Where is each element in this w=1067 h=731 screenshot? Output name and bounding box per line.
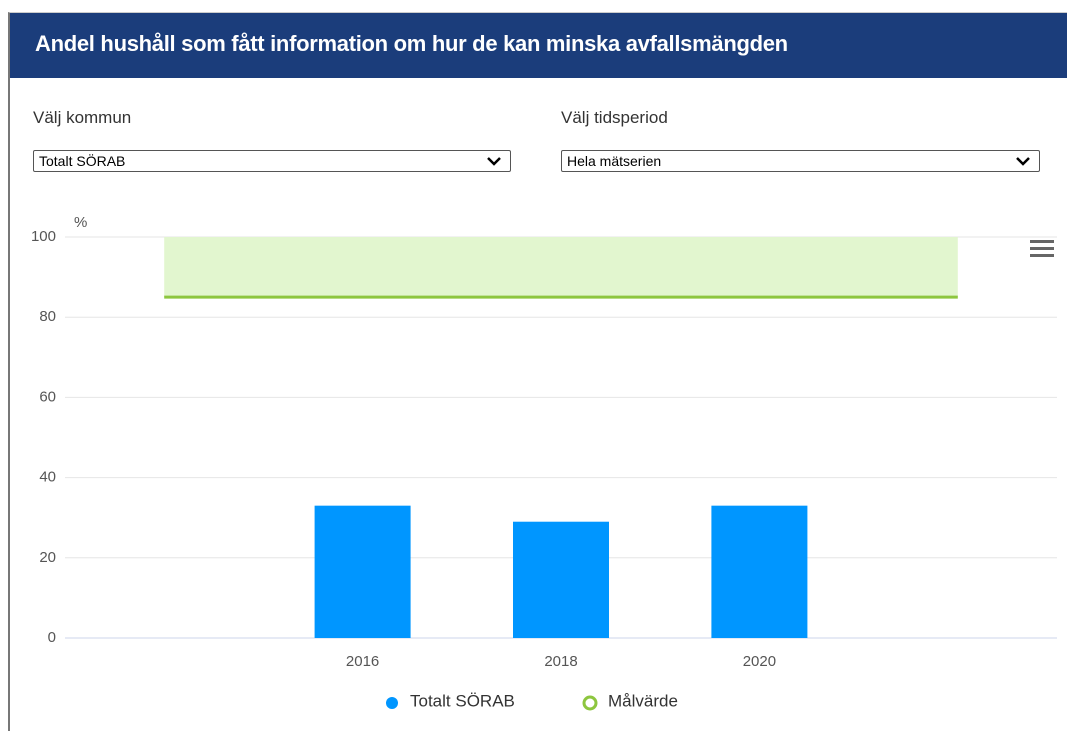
y-tick-label: 60	[39, 388, 56, 405]
dropdown[interactable]: Hela mätserien	[561, 150, 1040, 172]
y-tick-label: 100	[31, 228, 56, 245]
header: Andel hushåll som fått information om hu…	[10, 13, 1067, 78]
y-tick-label: 0	[48, 629, 56, 646]
legend-marker	[582, 695, 598, 711]
legend-marker	[386, 697, 398, 709]
x-tick-label: 2020	[743, 653, 776, 670]
bar	[711, 505, 808, 638]
y-tick-label: 80	[39, 308, 56, 325]
control-label: Välj tidsperiod	[561, 108, 668, 127]
dropdown-value: Hela mätserien	[567, 153, 662, 169]
x-tick-label: 2016	[346, 653, 379, 670]
control-label: Välj kommun	[33, 108, 132, 127]
y-axis-unit: %	[74, 214, 87, 231]
dropdown-value: Totalt SÖRAB	[39, 153, 126, 169]
chevron	[1016, 157, 1030, 166]
legend-label: Målvärde	[608, 691, 678, 710]
card-frame	[8, 12, 1067, 731]
y-tick-label: 20	[39, 549, 56, 566]
chevron	[487, 157, 501, 166]
legend-label: Totalt SÖRAB	[410, 691, 515, 710]
bar	[314, 505, 411, 638]
menu-icon[interactable]	[1030, 240, 1054, 257]
bar	[513, 521, 609, 638]
x-tick-label: 2018	[544, 653, 577, 670]
target-band	[164, 237, 958, 298]
header-title: Andel hushåll som fått information om hu…	[35, 31, 788, 56]
dropdown[interactable]: Totalt SÖRAB	[33, 150, 511, 172]
y-tick-label: 40	[39, 469, 56, 486]
